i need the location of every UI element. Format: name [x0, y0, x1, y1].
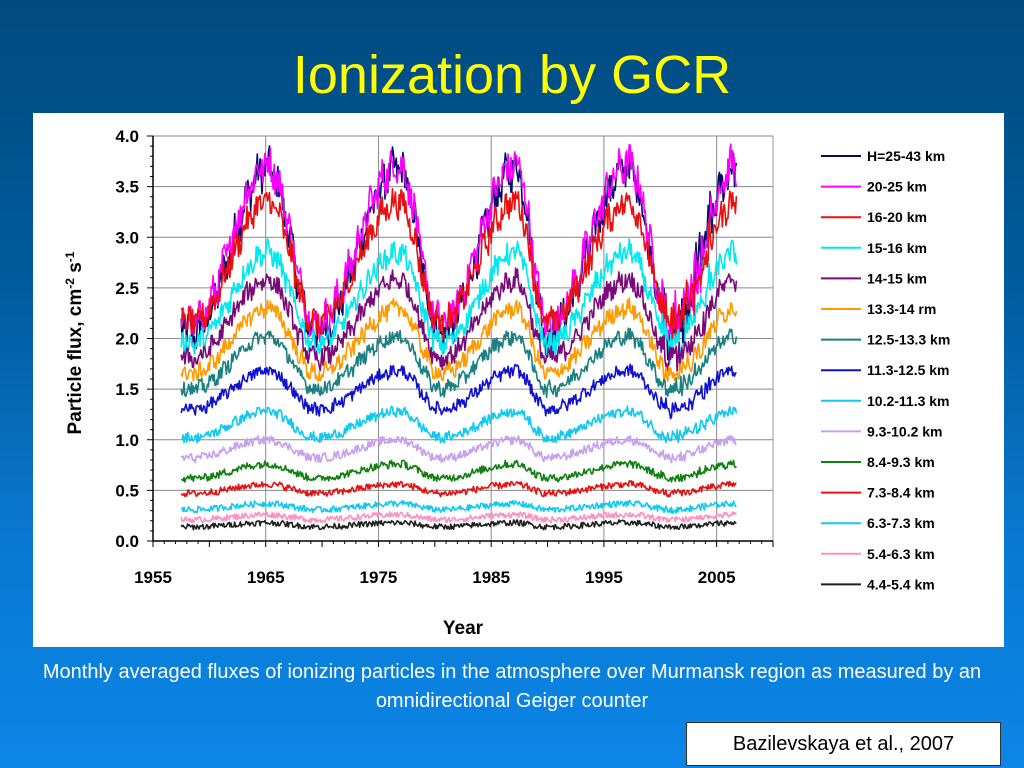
y-tick-label-7: 3.5 [115, 178, 139, 197]
legend-label-6: 12.5-13.3 km [867, 332, 950, 348]
flux-chart: 0.0 0.5 1.0 1.5 2.0 2.5 3.0 3.5 4.0 1955 1965 1975 1… [63, 127, 950, 639]
y-tick-label-1: 0.5 [115, 481, 139, 500]
x-tick-label-3: 1985 [472, 568, 510, 587]
x-tick-label-2: 1975 [360, 568, 398, 587]
series-line-13 [180, 511, 738, 524]
legend-label-5: 13.3-14 rm [867, 301, 936, 317]
legend: H=25-43 km 20-25 km 16-20 km 15-16 km 14-15 … [821, 148, 950, 592]
x-tick-label-5: 2005 [698, 568, 736, 587]
legend-label-12: 6.3-7.3 km [867, 515, 935, 531]
legend-label-2: 16-20 km [867, 209, 927, 225]
legend-label-3: 15-16 km [867, 240, 927, 256]
legend-label-1: 20-25 km [867, 179, 927, 195]
legend-label-11: 7.3-8.4 km [867, 485, 935, 501]
axes: 0.0 0.5 1.0 1.5 2.0 2.5 3.0 3.5 4.0 1955 1965 1975 1… [115, 127, 774, 587]
series-line-2 [180, 188, 738, 346]
legend-label-4: 14-15 km [867, 270, 927, 286]
x-tick-label-1: 1965 [247, 568, 285, 587]
y-axis-label-exp1: -2 [63, 278, 77, 289]
y-tick-label-6: 3.0 [115, 228, 139, 247]
legend-label-13: 5.4-6.3 km [867, 546, 935, 562]
series-line-8 [180, 405, 738, 444]
legend-label-14: 4.4-5.4 km [867, 576, 935, 592]
y-tick-label-8: 4.0 [115, 127, 139, 146]
legend-label-8: 10.2-11.3 km [867, 393, 950, 409]
x-tick-label-0: 1955 [134, 568, 172, 587]
y-axis-label: Particle flux, cm-2 s-1 [63, 251, 86, 434]
y-tick-label-0: 0.0 [115, 532, 139, 551]
series-line-14 [180, 519, 737, 531]
x-tick-label-4: 1995 [585, 568, 623, 587]
series-line-11 [180, 480, 737, 498]
legend-label-0: H=25-43 km [867, 148, 945, 164]
y-axis-label-main: Particle flux, cm [65, 289, 86, 435]
y-tick-label-2: 1.0 [115, 431, 139, 450]
x-axis-label: Year [443, 618, 484, 639]
series-line-9 [180, 434, 737, 464]
y-tick-label-3: 1.5 [115, 380, 139, 399]
y-axis-label-s: s [65, 262, 86, 278]
series-line-5 [180, 297, 738, 383]
series-line-7 [180, 363, 737, 420]
legend-label-9: 9.3-10.2 km [867, 423, 943, 439]
series-line-6 [180, 327, 738, 399]
slide-title: Ionization by GCR [292, 45, 732, 105]
legend-label-10: 8.4-9.3 km [867, 454, 935, 470]
y-axis-label-exp2: -1 [63, 251, 77, 262]
series-line-10 [180, 459, 737, 483]
figure-caption: Monthly averaged fluxes of ionizing part… [42, 661, 982, 712]
chart-panel: 0.0 0.5 1.0 1.5 2.0 2.5 3.0 3.5 4.0 1955 1965 1975 1… [33, 113, 1004, 647]
y-tick-label-4: 2.0 [115, 330, 139, 349]
citation-box: Bazilevskaya et al., 2007 [686, 722, 1001, 766]
series-line-12 [180, 499, 737, 514]
y-tick-label-5: 2.5 [115, 279, 139, 298]
series-line-3 [180, 238, 738, 365]
series-line-4 [180, 267, 738, 374]
legend-label-7: 11.3-12.5 km [867, 362, 950, 378]
series-lines [180, 143, 738, 531]
